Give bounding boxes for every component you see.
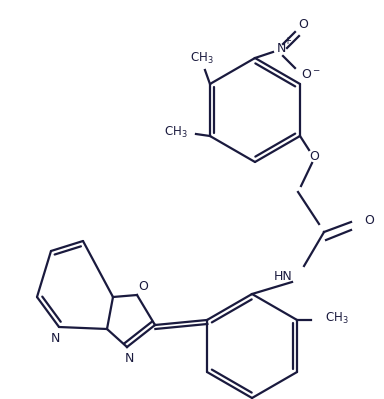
Text: O: O [298, 18, 308, 30]
Text: +: + [283, 36, 291, 46]
Text: N: N [50, 332, 60, 346]
Text: CH$_3$: CH$_3$ [164, 124, 188, 140]
Text: N: N [124, 352, 134, 365]
Text: O: O [138, 280, 148, 294]
Text: O$^-$: O$^-$ [301, 69, 321, 81]
Text: CH$_3$: CH$_3$ [190, 51, 214, 66]
Text: O: O [364, 213, 374, 227]
Text: N: N [276, 41, 286, 55]
Text: O: O [309, 150, 319, 162]
Text: HN: HN [273, 269, 292, 282]
Text: CH$_3$: CH$_3$ [325, 310, 349, 326]
